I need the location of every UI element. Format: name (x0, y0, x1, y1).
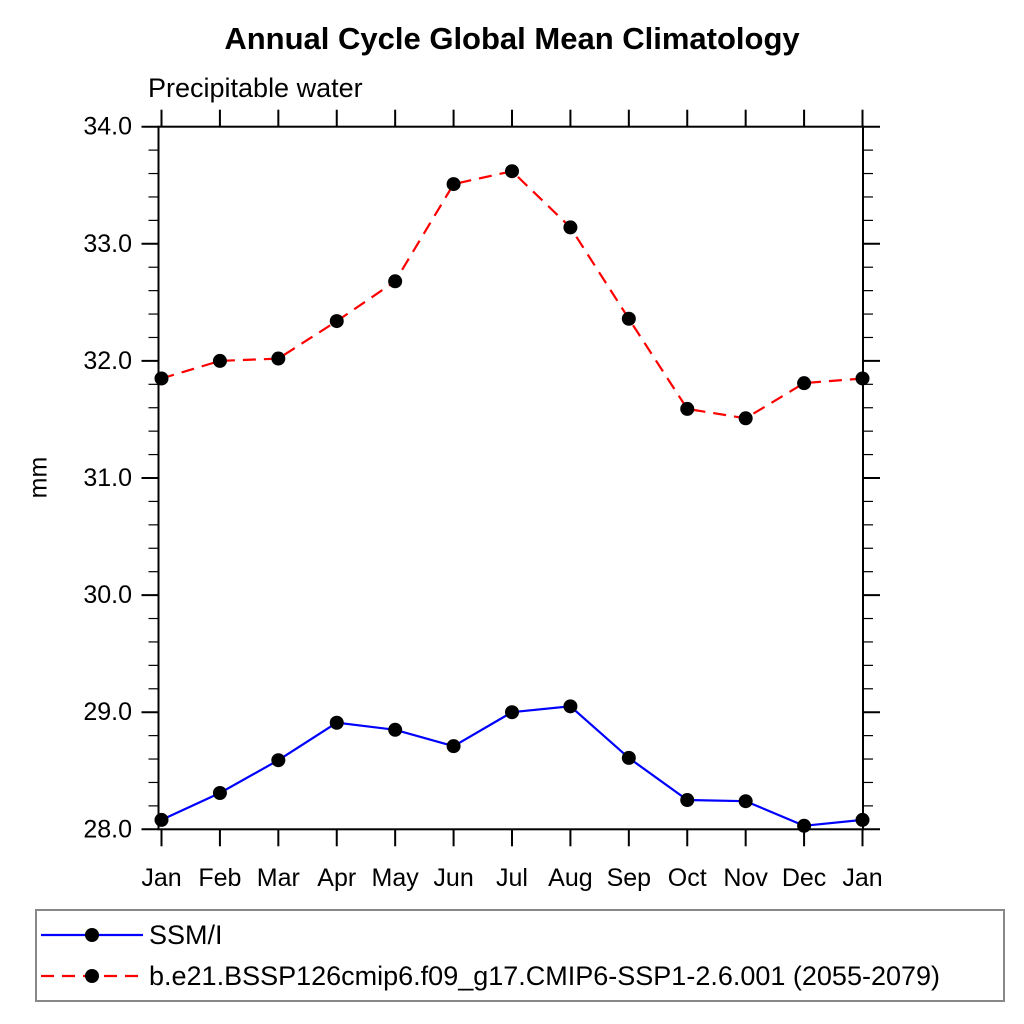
data-point-marker (329, 314, 344, 329)
data-point-marker (621, 750, 636, 765)
series-line-1 (161, 169, 863, 420)
x-tick-label: Jun (433, 864, 473, 892)
data-point-marker (797, 818, 812, 833)
y-tick-label: 30.0 (83, 581, 132, 609)
data-point-marker (563, 220, 578, 235)
data-point-marker (680, 793, 695, 808)
x-tick-label: Mar (257, 864, 300, 892)
data-point-marker (855, 812, 870, 827)
y-tick-label: 33.0 (83, 230, 132, 258)
data-point-marker (271, 753, 286, 768)
y-tick-label: 28.0 (83, 815, 132, 843)
x-tick-label: Jul (496, 864, 528, 892)
x-tick-label: Nov (723, 864, 768, 892)
plot-frame (157, 125, 864, 831)
legend-line-sample-solid (41, 928, 143, 942)
data-point-marker (388, 722, 403, 737)
data-point-marker (271, 351, 286, 366)
data-point-marker (212, 785, 227, 800)
data-point-marker (738, 794, 753, 809)
data-point-marker (563, 699, 578, 714)
data-point-marker (154, 812, 169, 827)
data-point-marker (388, 274, 403, 289)
legend-item-model: b.e21.BSSP126cmip6.f09_g17.CMIP6-SSP1-2.… (39, 960, 1003, 993)
data-point-marker (446, 739, 461, 754)
data-point-marker (154, 371, 169, 386)
series-line-0 (161, 705, 863, 827)
x-tick-label: Aug (548, 864, 592, 892)
x-tick-label: Jan (842, 864, 882, 892)
legend-line-sample-dashed (41, 969, 143, 983)
legend-item-ssmi: SSM/I (39, 919, 1003, 952)
data-point-marker (446, 177, 461, 192)
legend-label-ssmi: SSM/I (149, 919, 223, 950)
x-tick-label: Jan (141, 864, 181, 892)
data-point-marker (797, 376, 812, 391)
y-tick-label: 31.0 (83, 464, 132, 492)
data-point-marker (212, 353, 227, 368)
x-tick-label: Feb (198, 864, 241, 892)
y-tick-label: 32.0 (83, 347, 132, 375)
data-point-marker (505, 164, 519, 179)
data-point-marker (855, 371, 870, 386)
data-point-marker (621, 311, 636, 326)
x-tick-label: Sep (607, 864, 651, 892)
y-tick-label: 29.0 (83, 698, 132, 726)
legend-label-model: b.e21.BSSP126cmip6.f09_g17.CMIP6-SSP1-2.… (149, 960, 941, 991)
chart-subtitle: Precipitable water (148, 73, 363, 103)
data-point-marker (505, 705, 519, 720)
x-tick-label: Oct (668, 864, 707, 892)
x-tick-label: May (372, 864, 420, 892)
chart-title: Annual Cycle Global Mean Climatology (224, 21, 800, 56)
data-point-marker (329, 715, 344, 730)
x-tick-label: Dec (782, 864, 826, 892)
x-tick-label: Apr (317, 864, 356, 892)
data-point-marker (680, 401, 695, 416)
data-point-marker (738, 411, 753, 426)
y-tick-label: 34.0 (83, 113, 132, 141)
legend-box: SSM/I b.e21.BSSP126cmip6.f09_g17.CMIP6-S… (35, 909, 1005, 1002)
